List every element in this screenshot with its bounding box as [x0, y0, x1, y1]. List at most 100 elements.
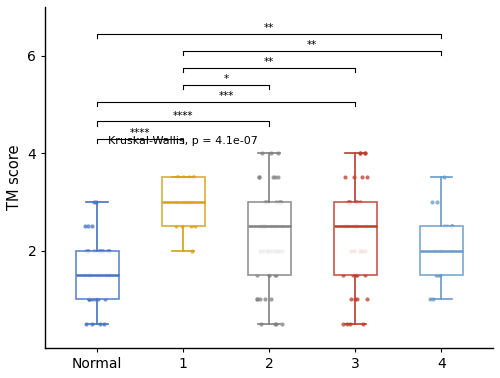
Point: [272, 272, 280, 278]
Point: [85, 272, 93, 278]
Point: [447, 223, 455, 229]
Point: [105, 248, 113, 254]
Point: [270, 272, 278, 278]
Point: [88, 321, 96, 327]
Point: [430, 296, 438, 302]
Point: [190, 175, 198, 181]
Point: [259, 223, 267, 229]
Point: [254, 175, 262, 181]
Point: [80, 272, 88, 278]
Point: [346, 321, 354, 327]
Point: [342, 223, 350, 229]
Point: [270, 223, 278, 229]
Point: [443, 223, 451, 229]
Point: [266, 150, 274, 156]
Point: [361, 272, 369, 278]
Point: [345, 199, 353, 205]
Point: [274, 150, 282, 156]
Point: [172, 199, 179, 205]
Point: [278, 248, 286, 254]
Point: [428, 199, 436, 205]
Point: [356, 248, 364, 254]
Point: [358, 248, 366, 254]
Point: [437, 248, 445, 254]
Point: [266, 272, 274, 278]
Point: [264, 248, 272, 254]
Point: [339, 321, 347, 327]
Point: [354, 296, 362, 302]
Point: [436, 272, 444, 278]
Point: [187, 223, 195, 229]
Point: [262, 199, 270, 205]
Point: [278, 321, 286, 327]
Point: [351, 296, 359, 302]
Point: [276, 199, 284, 205]
Point: [262, 248, 270, 254]
Point: [190, 175, 198, 181]
Point: [360, 248, 368, 254]
Point: [104, 272, 112, 278]
Point: [86, 272, 94, 278]
Point: [180, 199, 188, 205]
Point: [92, 296, 100, 302]
Point: [352, 272, 360, 278]
Point: [253, 296, 261, 302]
Point: [188, 248, 196, 254]
Point: [178, 223, 186, 229]
Point: [260, 199, 268, 205]
Point: [92, 199, 100, 205]
Point: [172, 175, 180, 181]
Point: [255, 175, 263, 181]
Point: [267, 296, 275, 302]
Point: [186, 199, 194, 205]
Point: [105, 272, 113, 278]
Point: [440, 175, 448, 181]
PathPatch shape: [76, 251, 118, 299]
Point: [96, 272, 104, 278]
Point: [104, 248, 112, 254]
Point: [264, 199, 272, 205]
Point: [256, 321, 264, 327]
Point: [82, 248, 90, 254]
Point: [96, 248, 104, 254]
Point: [352, 199, 360, 205]
Point: [256, 296, 264, 302]
PathPatch shape: [162, 178, 204, 226]
Point: [272, 321, 280, 327]
Point: [432, 248, 440, 254]
Point: [346, 248, 354, 254]
Point: [84, 248, 92, 254]
Point: [100, 321, 108, 327]
Point: [359, 321, 367, 327]
Point: [271, 321, 279, 327]
Point: [96, 248, 104, 254]
Point: [264, 272, 272, 278]
Point: [84, 223, 92, 229]
Text: Kruskal-Wallis, p = 4.1e-07: Kruskal-Wallis, p = 4.1e-07: [108, 136, 258, 146]
Point: [181, 199, 189, 205]
Point: [344, 223, 352, 229]
Point: [346, 199, 354, 205]
Point: [338, 272, 346, 278]
Point: [261, 296, 269, 302]
Point: [191, 223, 199, 229]
Point: [266, 223, 274, 229]
Point: [261, 223, 269, 229]
Point: [269, 175, 277, 181]
Text: ****: ****: [173, 111, 194, 121]
Point: [278, 223, 285, 229]
Point: [436, 248, 444, 254]
Point: [348, 272, 356, 278]
PathPatch shape: [248, 202, 291, 275]
Point: [340, 223, 347, 229]
Point: [274, 223, 281, 229]
Point: [84, 248, 92, 254]
Point: [253, 296, 261, 302]
Point: [85, 296, 93, 302]
Point: [362, 223, 370, 229]
Text: ****: ****: [130, 128, 150, 138]
Point: [356, 199, 364, 205]
Point: [262, 223, 270, 229]
Point: [268, 248, 276, 254]
Point: [448, 223, 456, 229]
